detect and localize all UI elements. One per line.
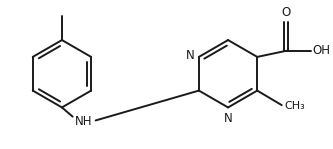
Text: NH: NH bbox=[75, 115, 92, 128]
Text: N: N bbox=[224, 112, 232, 125]
Text: OH: OH bbox=[312, 44, 330, 57]
Text: N: N bbox=[185, 49, 194, 62]
Text: O: O bbox=[282, 6, 291, 19]
Text: CH₃: CH₃ bbox=[284, 101, 305, 111]
